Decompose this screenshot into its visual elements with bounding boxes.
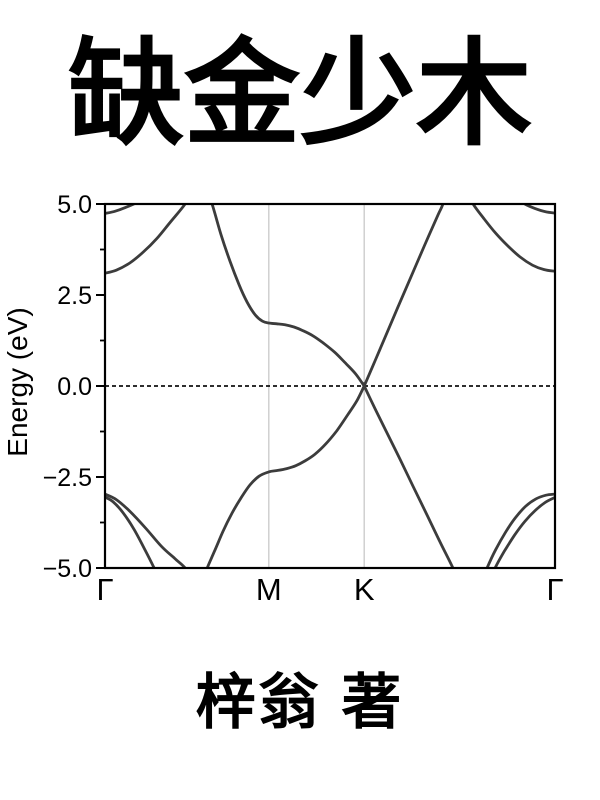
y-tick-labels-group: 5.0 2.5 0.0 −2.5 −5.0 [43, 191, 92, 583]
k-point-label: M [256, 572, 282, 607]
band-curve-upper-band-left-corner [105, 204, 137, 215]
author-line: 梓翁 著 [195, 669, 405, 736]
book-title: 缺金少木 [68, 32, 532, 160]
band-curve-sigma-valence-band-right-2 [493, 496, 555, 568]
y-tick-label: 5.0 [57, 191, 92, 219]
band-curve-upper-band-right-corner [522, 204, 555, 215]
band-curve-pi-star-conduction-band [210, 204, 445, 390]
y-ticks-group [96, 203, 105, 569]
band-curve-sigma-star-band-right [471, 204, 555, 273]
k-point-label: Γ [546, 572, 563, 607]
y-tick-label: −5.0 [43, 555, 92, 583]
y-tick-label: 0.0 [57, 373, 92, 401]
band-curves-group [105, 204, 555, 568]
band-structure-chart: 5.0 2.5 0.0 −2.5 −5.0 Γ M K Γ Energy (eV) [2, 191, 564, 607]
y-tick-label: 2.5 [57, 282, 92, 310]
band-curve-sigma-valence-band-left-1 [105, 495, 156, 568]
band-curve-sigma-valence-band-right-1 [485, 492, 555, 568]
y-axis-title: Energy (eV) [2, 307, 33, 456]
band-curve-sigma-star-band-left [105, 204, 187, 275]
k-point-label: K [354, 572, 375, 607]
y-tick-label: −2.5 [43, 464, 92, 492]
k-point-label: Γ [96, 572, 113, 607]
band-curve-pi-valence-band [205, 382, 455, 568]
